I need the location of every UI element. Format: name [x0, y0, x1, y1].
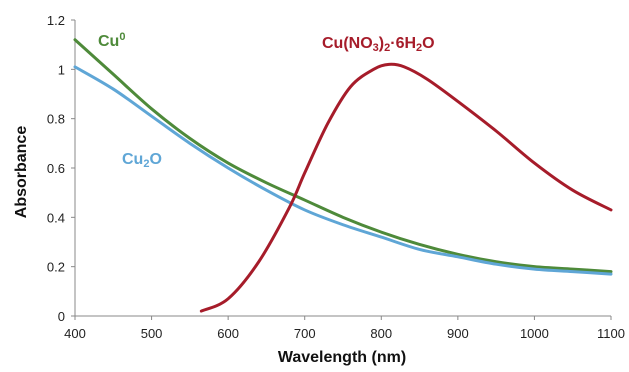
y-tick-labels: 0 0.2 0.4 0.6 0.8 1 1.2 — [47, 13, 75, 324]
x-tick-label: 600 — [217, 326, 239, 341]
x-tick-label: 700 — [294, 326, 316, 341]
series-label-cu0: Cu0 — [98, 31, 125, 50]
series-line-cu2o — [73, 65, 613, 276]
x-tick-label: 1100 — [597, 326, 625, 341]
x-axis-title: Wavelength (nm) — [278, 349, 406, 366]
y-tick-label: 1 — [58, 62, 65, 77]
plot-axes — [74, 20, 611, 317]
y-tick-label: 1.2 — [47, 13, 65, 28]
x-tick-labels: 400 500 600 700 800 900 1000 1100 — [64, 316, 625, 341]
y-tick-label: 0 — [58, 309, 65, 324]
x-tick-label: 800 — [370, 326, 392, 341]
series-label-copper-nitrate: Cu(NO3)2·6H2O — [322, 35, 435, 54]
series-label-cu2o: Cu2O — [122, 151, 162, 170]
y-tick-label: 0.2 — [47, 260, 65, 275]
y-axis-title: Absorbance — [13, 126, 30, 219]
x-tick-label: 400 — [64, 326, 86, 341]
y-tick-label: 0.8 — [47, 112, 65, 127]
series-line-copper-nitrate — [199, 62, 613, 313]
x-tick-label: 900 — [447, 326, 469, 341]
x-tick-label: 500 — [141, 326, 163, 341]
series-lines — [73, 38, 613, 313]
y-tick-label: 0.4 — [47, 210, 65, 225]
x-tick-label: 1000 — [520, 326, 549, 341]
y-tick-label: 0.6 — [47, 161, 65, 176]
series-line-cu0 — [73, 38, 613, 274]
